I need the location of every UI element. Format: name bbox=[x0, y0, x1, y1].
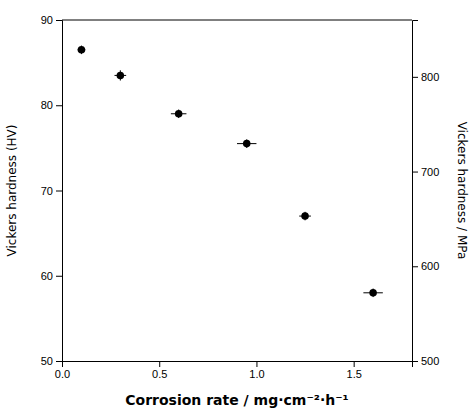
y-axis-tick: 80 bbox=[41, 99, 62, 111]
y-axis-tick-label: 50 bbox=[41, 355, 53, 367]
y-axis-tick-mark bbox=[56, 361, 62, 362]
y2-axis-tick-label: 500 bbox=[421, 355, 439, 367]
y-axis-tick: 50 bbox=[41, 355, 62, 367]
y2-axis-tick: 500 bbox=[412, 355, 439, 367]
y-axis-tick-label: 60 bbox=[41, 270, 53, 282]
y2-axis-tick: 800 bbox=[412, 71, 439, 83]
y-axis-tick: 60 bbox=[41, 270, 62, 282]
point bbox=[117, 72, 125, 80]
x-axis-line bbox=[63, 362, 413, 368]
y-axis-tick-mark bbox=[56, 20, 62, 21]
x-axis-tick-label: 0.0 bbox=[55, 368, 70, 380]
y2-axis-tick-mark bbox=[412, 266, 418, 267]
plot-frame bbox=[62, 20, 412, 21]
x-axis-title: Corrosion rate / mg·cm⁻²·h⁻¹ bbox=[125, 392, 348, 408]
y-axis-tick-label: 70 bbox=[41, 185, 53, 197]
y2-axis-tick: 600 bbox=[412, 260, 439, 272]
y-axis-tick: 70 bbox=[41, 185, 62, 197]
x-axis-tick-mark bbox=[256, 361, 257, 367]
point bbox=[243, 140, 251, 148]
y2-axis-title: Vickers hardness / MPa bbox=[455, 122, 469, 260]
point bbox=[78, 46, 86, 54]
x-axis-tick-mark bbox=[159, 361, 160, 367]
y2-axis-tick: 700 bbox=[412, 166, 439, 178]
y-axis-tick: 90 bbox=[41, 14, 62, 26]
y2-axis: 500 600 700 800 bbox=[412, 21, 439, 368]
x-axis-tick-label: 1.5 bbox=[347, 368, 362, 380]
y-axis-tick-mark bbox=[56, 191, 62, 192]
point bbox=[301, 212, 309, 220]
point bbox=[369, 289, 377, 297]
point bbox=[175, 110, 183, 118]
y-axis-title: Vickers hardness (HV) bbox=[5, 125, 19, 257]
y-axis-tick-label: 90 bbox=[41, 14, 53, 26]
y2-axis-tick-mark bbox=[412, 77, 418, 78]
marks bbox=[78, 46, 383, 297]
y2-axis-line bbox=[413, 21, 419, 362]
plot: 0.0 0.5 1.0 1.5 50 60 70 80 90 500 600 700 800 bbox=[41, 14, 440, 380]
x-axis-tick-label: 0.5 bbox=[152, 368, 167, 380]
y-axis-tick-label: 80 bbox=[41, 99, 53, 111]
y2-axis-tick-mark bbox=[412, 172, 418, 173]
y-axis: 50 60 70 80 90 bbox=[41, 14, 63, 367]
y2-axis-tick-mark bbox=[412, 361, 418, 362]
y2-axis-tick-label: 600 bbox=[421, 260, 439, 272]
y2-axis-tick-label: 700 bbox=[421, 166, 439, 178]
x-axis-tick: 0.5 bbox=[152, 361, 167, 380]
x-axis-tick-mark bbox=[354, 361, 355, 367]
x-axis-tick: 0.0 bbox=[55, 361, 70, 380]
x-axis-tick: 1.0 bbox=[249, 361, 264, 380]
chart: 0.0 0.5 1.0 1.5 50 60 70 80 90 500 600 700 800 Corros… bbox=[0, 0, 474, 419]
x-axis-tick-label: 1.0 bbox=[249, 368, 264, 380]
x-axis: 0.0 0.5 1.0 1.5 bbox=[55, 361, 413, 380]
x-axis-tick: 1.5 bbox=[347, 361, 362, 380]
y-axis-line bbox=[56, 21, 63, 362]
y2-axis-tick-label: 800 bbox=[421, 71, 439, 83]
y-axis-tick-mark bbox=[56, 276, 62, 277]
y-axis-tick-mark bbox=[56, 105, 62, 106]
